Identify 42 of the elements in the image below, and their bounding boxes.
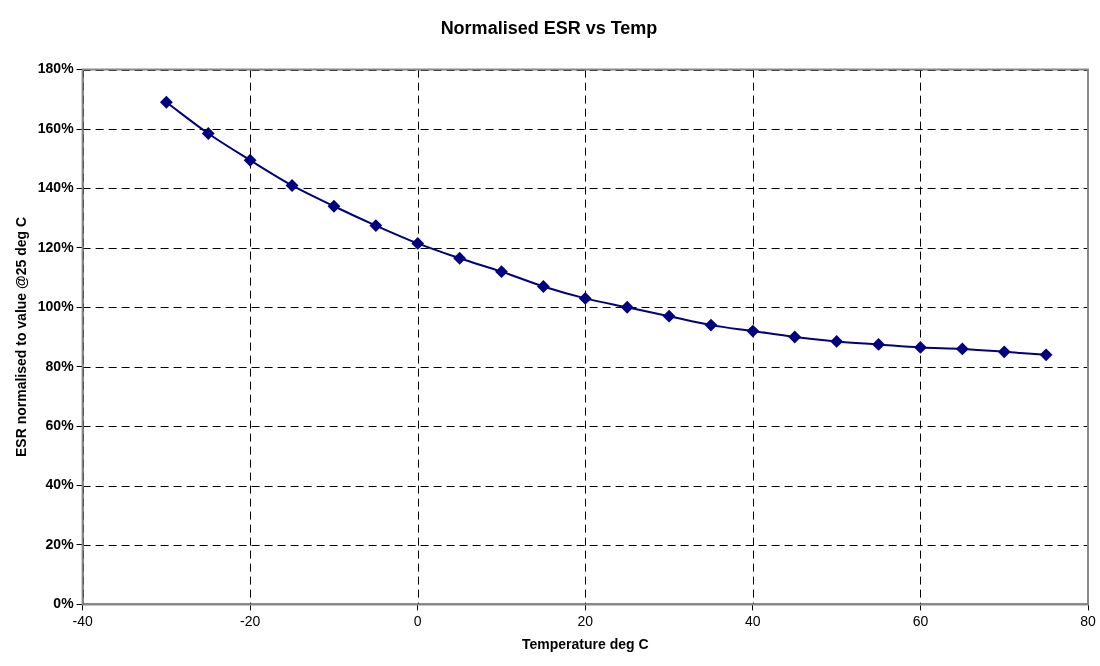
point [621, 301, 634, 314]
point [537, 280, 550, 293]
point [1040, 348, 1053, 361]
point [495, 265, 508, 278]
x-tick-label: 40 [745, 612, 761, 629]
point [746, 325, 759, 338]
chart-title: Normalised ESR vs Temp [440, 17, 658, 38]
point [663, 310, 676, 323]
point [369, 219, 382, 232]
point [202, 127, 215, 140]
x-tick-label: 80 [1080, 612, 1096, 629]
point [579, 292, 592, 305]
point [327, 200, 340, 213]
x-tick-label: 60 [912, 612, 929, 629]
y-tick-label: 180% [37, 60, 75, 77]
point [704, 319, 717, 332]
point [914, 341, 927, 354]
point [286, 179, 299, 192]
x-tick-label: -20 [240, 612, 261, 629]
point [244, 154, 257, 167]
point [872, 338, 885, 351]
point [160, 96, 173, 109]
y-tick-label: 80% [45, 357, 75, 374]
y-tick-label: 20% [45, 535, 75, 552]
y-axis-title: ESR normalised to value @25 deg C [13, 216, 30, 458]
y-tick-label: 160% [37, 119, 75, 136]
point [788, 331, 801, 343]
x-tick-label: -40 [72, 612, 93, 629]
x-axis-title: Temperature deg C [522, 636, 649, 653]
point [453, 252, 466, 265]
x-tick-label: 0 [413, 612, 422, 629]
y-tick-label: 60% [45, 416, 75, 433]
point [998, 345, 1011, 358]
x-tick-label: 20 [577, 612, 594, 629]
y-tick-label: 40% [45, 476, 75, 493]
y-tick-label: 140% [37, 179, 75, 196]
y-tick-label: 100% [37, 298, 75, 315]
point [411, 237, 424, 250]
y-tick-label: 0% [53, 595, 75, 612]
point [830, 335, 843, 348]
point [956, 342, 969, 355]
y-tick-label: 120% [37, 238, 75, 255]
